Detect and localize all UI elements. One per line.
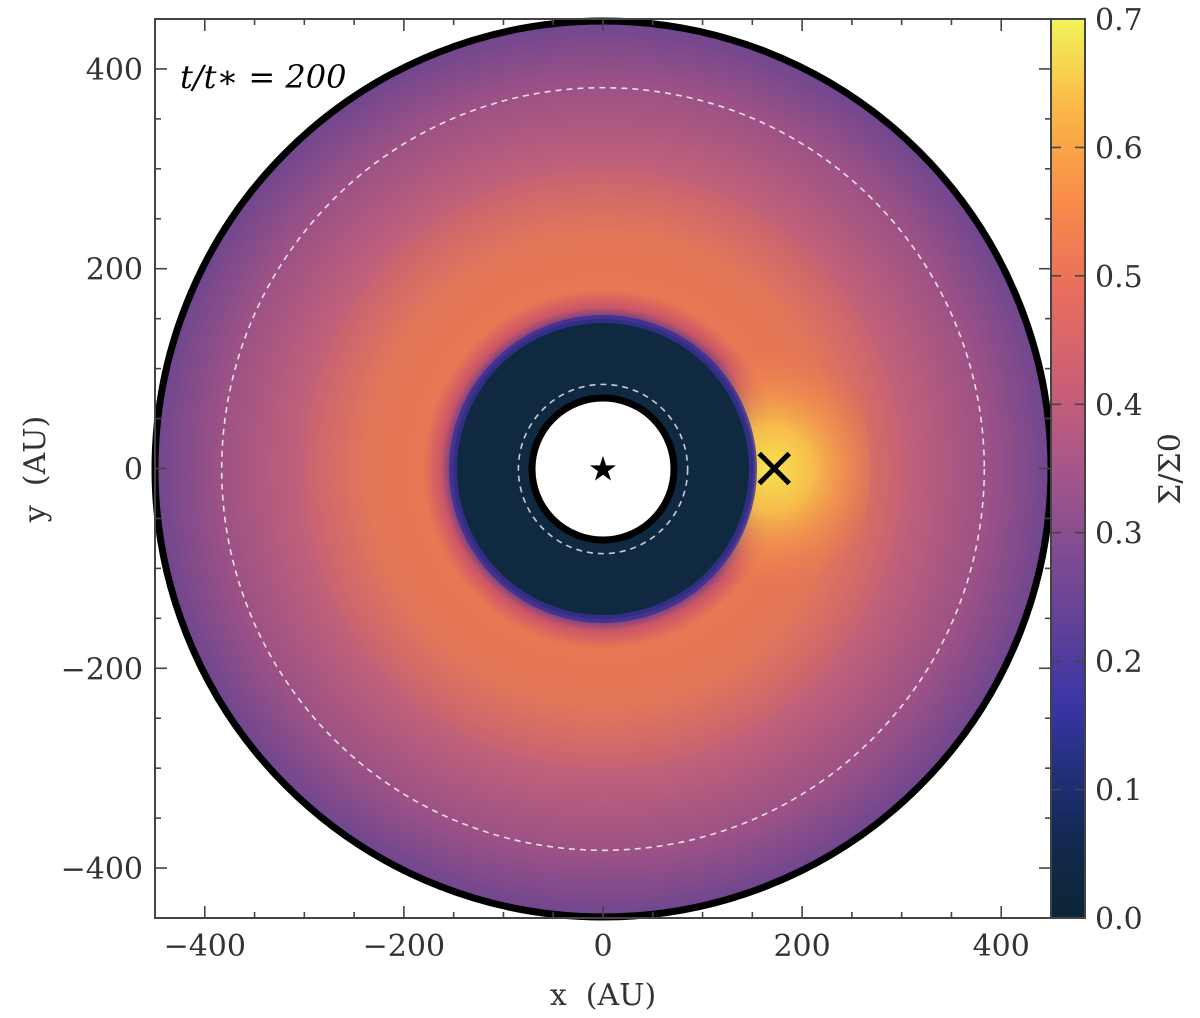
x-tick-label: −200 <box>363 929 445 964</box>
colorbar-tick-label: 0.6 <box>1095 131 1143 166</box>
y-axis-title: y (AU) <box>18 416 53 523</box>
colorbar-tick-label: 0.4 <box>1095 388 1143 423</box>
colorbar-label: Σ/Σ0 <box>1153 433 1188 505</box>
y-tick-label: 200 <box>86 253 143 288</box>
vortex-x-marker <box>757 451 792 486</box>
y-tick-label: 0 <box>124 453 143 488</box>
y-tick-label: −200 <box>61 652 143 687</box>
dashed-circle-outer <box>220 86 986 852</box>
x-tick-label: 400 <box>973 929 1030 964</box>
y-tick-label: 400 <box>86 53 143 88</box>
y-axis-ticks: 400 200 0 −200 −400 <box>61 53 1051 887</box>
colorbar-tick-label: 0.5 <box>1095 260 1143 295</box>
x-axis-ticks: −400 −200 0 200 400 <box>164 19 1030 964</box>
colorbar-ticks: 0.0 0.1 0.2 0.3 0.4 0.5 0.6 0.7 <box>1051 3 1143 937</box>
x-axis-title: x (AU) <box>550 978 656 1013</box>
y-tick-label: −400 <box>61 852 143 887</box>
colorbar-tick-label: 0.1 <box>1095 774 1143 809</box>
gap-edge-glow <box>449 315 757 623</box>
dashed-circle-inner <box>517 383 689 555</box>
colorbar-tick-label: 0.7 <box>1095 3 1143 38</box>
colorbar-tick-label: 0.3 <box>1095 517 1143 552</box>
colorbar <box>1050 18 1086 919</box>
colorbar-tick-label: 0.0 <box>1095 902 1143 937</box>
star-marker: ★ <box>588 450 618 490</box>
colorbar-tick-label: 0.2 <box>1095 645 1143 680</box>
inner-hole <box>528 394 678 544</box>
x-tick-label: 200 <box>773 929 830 964</box>
x-tick-label: −400 <box>164 929 246 964</box>
x-tick-label: 0 <box>593 929 612 964</box>
time-annotation: t/t∗ = 200 <box>180 58 346 96</box>
